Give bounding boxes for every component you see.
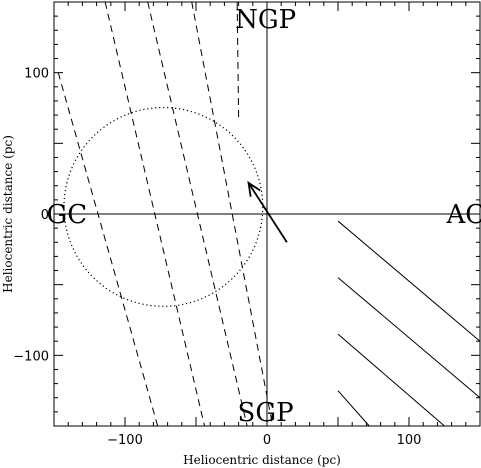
annotation-gc: GC: [46, 200, 87, 230]
dotted-circle-layer: [63, 106, 264, 307]
y-tick-label: 0: [41, 208, 49, 223]
dashed-line-3: [147, 1, 248, 427]
dashed-line-2: [104, 1, 206, 427]
tick-labels: −100 0 100 −100 0 100: [13, 67, 421, 448]
solid-line-2: [337, 277, 481, 399]
x-axis-label: Heliocentric distance (pc): [183, 453, 341, 467]
arrow-layer: [247, 181, 288, 243]
annotation-ac: AC: [445, 200, 481, 230]
arrow-shaft: [247, 182, 288, 243]
dashed-line-1: [57, 72, 159, 427]
dashed-line-5: [236, 1, 240, 118]
y-tick-label: 100: [24, 67, 49, 82]
annotation-sgp: SGP: [238, 398, 294, 428]
arrow-head: [247, 181, 261, 197]
x-tick-label: 0: [263, 433, 271, 448]
solid-line-4: [337, 390, 370, 427]
solid-lines: [337, 220, 481, 427]
dotted-circle: [63, 106, 264, 307]
annotation-ngp: NGP: [235, 5, 296, 35]
annotations: NGP SGP GC AC: [46, 5, 481, 428]
solid-line-1: [337, 220, 481, 342]
y-axis-label: Heliocentric distance (pc): [1, 135, 15, 293]
axis-ticks: [54, 2, 480, 426]
solid-line-3: [337, 333, 445, 427]
dashed-lines: [57, 1, 274, 427]
x-tick-label: 100: [397, 433, 422, 448]
x-tick-label: −100: [107, 433, 143, 448]
y-tick-label: −100: [13, 349, 49, 364]
zero-lines: [54, 2, 480, 426]
